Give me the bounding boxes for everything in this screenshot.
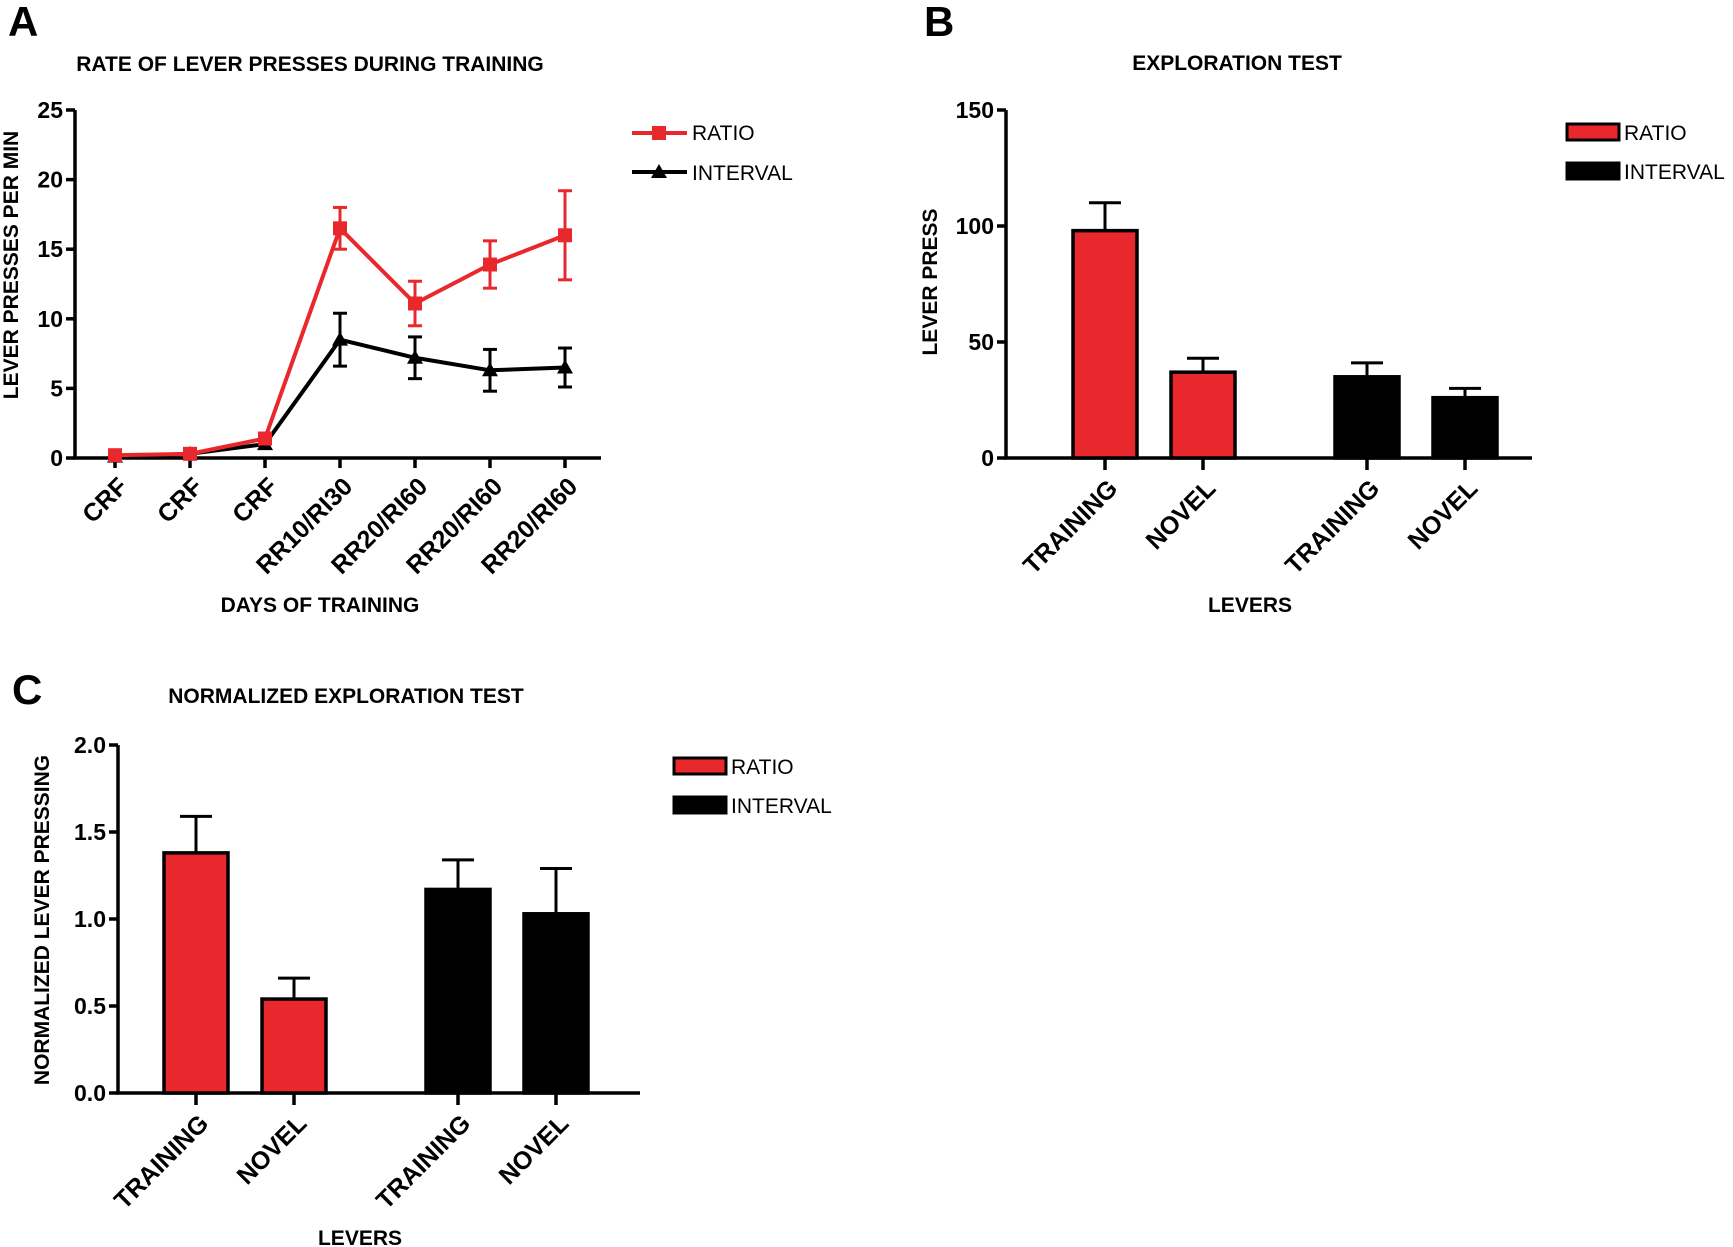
x-tick-label: TRAINING	[1018, 474, 1123, 579]
panel-a-plot-area	[107, 189, 573, 463]
panel-c-title: NORMALIZED EXPLORATION TEST	[168, 685, 524, 708]
y-tick-label: 50	[968, 329, 994, 355]
series-ratio	[108, 189, 572, 463]
y-tick-label: 0	[50, 445, 63, 471]
data-point	[407, 349, 423, 364]
x-tick-label: NOVEL	[232, 1109, 313, 1190]
panel-a-legend: RATIO INTERVAL	[632, 122, 793, 185]
data-point	[558, 228, 572, 243]
panel-a-letter: A	[8, 0, 38, 45]
legend-interval-label: INTERVAL	[731, 795, 832, 818]
x-tick-label: NOVEL	[494, 1109, 575, 1190]
y-tick-label: 10	[37, 306, 63, 332]
legend-square-marker-icon	[652, 126, 666, 140]
x-tick-label: CRF	[152, 472, 208, 528]
y-tick-label: 0	[981, 445, 994, 471]
x-tick-label: TRAINING	[1280, 474, 1385, 579]
panel-b-legend-interval: INTERVAL	[1565, 161, 1725, 184]
bar-ratio	[162, 851, 230, 1095]
legend-black-swatch-icon	[672, 795, 728, 815]
panel-a-x-ticks: CRF CRF CRFRR10/RI30RR20/RI60RR20/RI60RR20…	[77, 458, 583, 580]
x-tick-label: TRAINING	[371, 1109, 476, 1214]
panel-c-letter: C	[12, 666, 42, 713]
panel-c-legend: RATIO INTERVAL	[672, 756, 832, 818]
x-tick-label: NOVEL	[1141, 474, 1222, 555]
panel-a: A RATE OF LEVER PRESSES DURING TRAINING …	[0, 0, 793, 617]
bar-interval	[424, 887, 492, 1095]
panel-c-y-axis-label: NORMALIZED LEVER PRESSING	[31, 755, 54, 1085]
panel-b-plot-area	[1071, 201, 1499, 460]
y-tick-label: 100	[956, 213, 994, 239]
panel-a-x-axis-label: DAYS OF TRAINING	[221, 594, 420, 617]
panel-b-legend: RATIO INTERVAL	[1565, 122, 1725, 184]
data-point	[557, 359, 573, 374]
panel-a-legend-ratio: RATIO	[632, 122, 755, 145]
y-tick-label: 15	[37, 236, 63, 262]
panel-b-x-ticks: TRAINING NOVEL TRAINING NOVEL	[1018, 458, 1483, 580]
legend-ratio-label: RATIO	[692, 122, 755, 145]
data-point	[183, 446, 197, 461]
panel-a-y-axis-label: LEVER PRESSES PER MIN	[0, 131, 23, 399]
legend-interval-label: INTERVAL	[692, 162, 793, 185]
y-tick-label: 1.5	[74, 819, 106, 845]
panel-c-plot-area	[162, 814, 590, 1095]
y-tick-label: 1.0	[74, 906, 106, 932]
y-tick-label: 150	[956, 97, 994, 123]
data-point	[332, 331, 348, 346]
x-tick-label: CRF	[77, 472, 133, 528]
bar-ratio	[1071, 228, 1139, 460]
panel-a-title: RATE OF LEVER PRESSES DURING TRAINING	[76, 53, 544, 76]
legend-red-swatch-icon	[672, 756, 728, 776]
legend-ratio-label: RATIO	[731, 756, 794, 779]
bar-interval	[1431, 395, 1499, 460]
panel-a-legend-interval: INTERVAL	[632, 162, 793, 185]
panel-c-x-ticks: TRAINING NOVEL TRAINING NOVEL	[109, 1093, 574, 1215]
y-tick-label: 0.0	[74, 1080, 106, 1106]
x-tick-label: TRAINING	[109, 1109, 214, 1214]
y-tick-label: 2.0	[74, 732, 106, 758]
legend-interval-label: INTERVAL	[1624, 161, 1725, 184]
y-tick-label: 20	[37, 167, 63, 193]
legend-triangle-marker-icon	[651, 164, 667, 178]
y-tick-label: 25	[37, 97, 63, 123]
panel-a-y-ticks: 0 5 10 15 20 25	[37, 97, 75, 471]
bar-interval	[1333, 375, 1401, 460]
panel-b-letter: B	[924, 0, 954, 45]
panel-c-y-ticks: 0.0 0.5 1.0 1.5 2.0	[74, 732, 118, 1106]
y-tick-label: 0.5	[74, 993, 106, 1019]
series-interval	[107, 311, 573, 463]
x-tick-label: NOVEL	[1403, 474, 1484, 555]
panel-b-y-axis-label: LEVER PRESS	[919, 208, 942, 355]
data-point	[483, 257, 497, 272]
panel-b: B EXPLORATION TEST LEVERS LEVER PRESS 0 5…	[919, 0, 1725, 617]
legend-red-swatch-icon	[1565, 122, 1621, 142]
panel-b-y-ticks: 0 50 100 150	[956, 97, 1006, 471]
panel-c-legend-interval: INTERVAL	[672, 795, 832, 818]
data-point	[482, 362, 498, 377]
x-tick-label: CRF	[227, 472, 283, 528]
bar-interval	[522, 912, 590, 1095]
data-point	[258, 431, 272, 446]
panel-b-x-axis-label: LEVERS	[1208, 594, 1292, 617]
data-point	[333, 221, 347, 236]
panel-c-legend-ratio: RATIO	[672, 756, 794, 779]
panel-c: C NORMALIZED EXPLORATION TEST LEVERS NOR…	[12, 666, 832, 1247]
legend-ratio-label: RATIO	[1624, 122, 1687, 145]
data-point	[408, 296, 422, 311]
y-tick-label: 5	[50, 375, 63, 401]
legend-black-swatch-icon	[1565, 161, 1621, 181]
bar-ratio	[260, 997, 328, 1095]
data-point	[108, 448, 122, 463]
panel-b-legend-ratio: RATIO	[1565, 122, 1687, 145]
panel-c-x-axis-label: LEVERS	[318, 1227, 402, 1247]
bar-ratio	[1169, 370, 1237, 460]
panel-b-title: EXPLORATION TEST	[1132, 52, 1342, 75]
